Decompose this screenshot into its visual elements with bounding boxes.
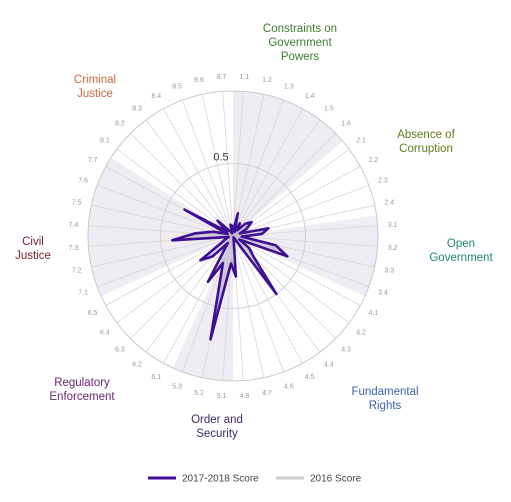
tick-label: 3.1 xyxy=(388,222,398,229)
tick-label: 8.2 xyxy=(115,120,125,127)
tick-label: 2.1 xyxy=(356,138,366,145)
tick-label: 5.1 xyxy=(217,393,227,400)
tick-label: 4.3 xyxy=(341,347,351,354)
tick-label: 7.7 xyxy=(88,157,98,164)
tick-label: 6.2 xyxy=(132,362,142,369)
rings xyxy=(87,90,379,382)
series-layer xyxy=(171,208,289,341)
tick-label: 8.4 xyxy=(151,93,161,100)
tick-label: 2.2 xyxy=(369,157,379,164)
tick-label: 1.6 xyxy=(341,120,351,127)
tick-label: 1.1 xyxy=(240,74,250,81)
tick-label: 8.6 xyxy=(194,77,204,84)
tick-label: 4.6 xyxy=(284,383,294,390)
tick-label: 6.4 xyxy=(100,329,110,336)
tick-label: 8.5 xyxy=(172,84,182,91)
tick-label: 4.2 xyxy=(356,329,366,336)
factor-band xyxy=(172,236,233,381)
factor-band xyxy=(233,215,378,297)
tick-label: 7.1 xyxy=(78,289,88,296)
tick-label: 3.3 xyxy=(384,268,394,275)
tick-label: 6.3 xyxy=(115,347,125,354)
factor-label: Absence of Corruption xyxy=(397,129,455,155)
tick-labels: 1.1 1.2 1.3 1.4 1.5 1.6 2.1 2.2 2.3 2.4 3.1 3.2 3.3 3… xyxy=(69,74,398,400)
tick-label: 5.3 xyxy=(172,383,182,390)
factor-label: Regulatory Enforcement xyxy=(49,377,115,403)
tick-label: 7.2 xyxy=(72,268,82,275)
factor-labels: Constraints on Government Powers Absence of… xyxy=(15,23,493,440)
tick-label: 6.1 xyxy=(151,374,161,381)
legend: 2017-2018 Score 2016 Score xyxy=(148,474,362,485)
tick-label: 1.4 xyxy=(305,93,315,100)
tick-label: 8.3 xyxy=(132,105,142,112)
tick-label: 3.4 xyxy=(378,289,388,296)
tick-label: 5.2 xyxy=(194,390,204,397)
factor-label: Criminal Justice xyxy=(74,74,116,100)
series-2017-2018-line xyxy=(171,208,289,341)
tick-label: 7.3 xyxy=(69,245,79,252)
outer-ring xyxy=(87,90,379,382)
inner-ring xyxy=(160,163,306,309)
tick-label: 4.8 xyxy=(240,393,250,400)
tick-label: 4.7 xyxy=(262,390,272,397)
tick-label: 4.1 xyxy=(369,310,379,317)
tick-label: 7.5 xyxy=(72,200,82,207)
legend-label-2016: 2016 Score xyxy=(310,474,362,485)
tick-label: 6.5 xyxy=(88,310,98,317)
factor-label: Fundamental Rights xyxy=(351,386,418,412)
tick-label: 7.4 xyxy=(69,222,79,229)
tick-label: 8.1 xyxy=(100,138,110,145)
tick-label: 3.2 xyxy=(388,245,398,252)
factor-label: Order and Security xyxy=(191,414,243,440)
tick-label: 8.7 xyxy=(217,74,227,81)
tick-label: 4.5 xyxy=(305,374,315,381)
tick-label: 1.3 xyxy=(284,84,294,91)
tick-label: 2.4 xyxy=(384,200,394,207)
tick-label: 7.6 xyxy=(78,178,88,185)
legend-label-2017-2018: 2017-2018 Score xyxy=(182,474,259,485)
ring-value-label: 0.5 xyxy=(213,152,228,164)
factor-band xyxy=(88,157,234,297)
tick-label: 1.5 xyxy=(324,105,334,112)
factor-label: Open Government xyxy=(429,238,493,264)
tick-label: 4.4 xyxy=(324,362,334,369)
factor-label: Constraints on Government Powers xyxy=(263,23,337,63)
factor-label: Civil Justice xyxy=(15,236,51,262)
tick-label: 1.2 xyxy=(262,77,272,84)
tick-label: 2.3 xyxy=(378,178,388,185)
